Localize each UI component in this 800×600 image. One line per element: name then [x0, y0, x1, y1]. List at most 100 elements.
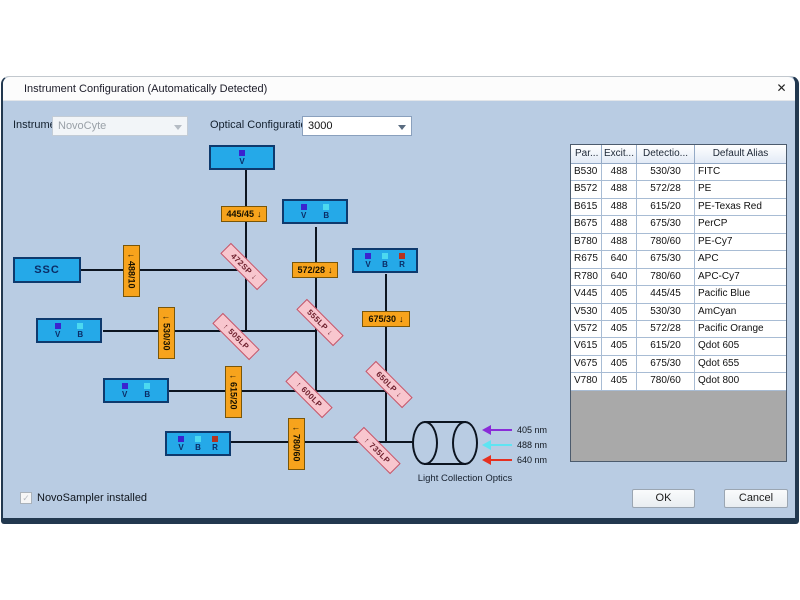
cell-parameter[interactable]: B675	[571, 216, 602, 233]
table-row[interactable]: V780 405 780/60 Qdot 800	[571, 373, 786, 391]
filter-530-30: ↓ 530/30	[158, 307, 175, 359]
cell-excitation[interactable]: 488	[602, 216, 637, 233]
channel-letter: B	[323, 210, 330, 220]
close-icon[interactable]: ✕	[776, 81, 787, 95]
cell-excitation[interactable]: 405	[602, 303, 637, 320]
blue-channel-icon	[144, 382, 151, 389]
header-default-alias[interactable]: Default Alias	[712, 148, 769, 159]
cell-default-alias[interactable]: PE-Texas Red	[698, 200, 762, 212]
cell-excitation[interactable]: 640	[602, 268, 637, 286]
table-row[interactable]: R675 640 675/30 APC	[571, 251, 786, 269]
table-row[interactable]: B615 488 615/20 PE-Texas Red	[571, 198, 786, 217]
cell-excitation[interactable]: 488	[602, 181, 637, 198]
cell-detection[interactable]: 675/30	[637, 216, 695, 233]
header-detection[interactable]: Detectio...	[637, 145, 695, 163]
cancel-button[interactable]: Cancel	[724, 489, 788, 508]
cell-detection[interactable]: 615/20	[637, 198, 695, 216]
cell-excitation[interactable]: 488	[602, 233, 637, 251]
cell-excitation[interactable]: 640	[602, 251, 637, 268]
cell-excitation[interactable]: 488	[602, 198, 637, 216]
cell-parameter[interactable]: V675	[571, 355, 602, 373]
cell-excitation[interactable]: 405	[602, 373, 637, 390]
cell-excitation[interactable]: 405	[602, 286, 637, 303]
optical-configuration-dropdown[interactable]: 3000	[302, 116, 412, 136]
parameter-table: Par... Excit... Detectio... Default Alia…	[570, 144, 787, 462]
cell-default-alias[interactable]: FITC	[698, 166, 721, 177]
cell-excitation[interactable]: 405	[602, 320, 637, 338]
filter-675-30: 675/30 ↓	[362, 311, 410, 327]
cell-default-alias[interactable]: PE-Cy7	[698, 235, 733, 247]
cell-default-alias[interactable]: PerCP	[698, 218, 728, 230]
down-arrow-icon: ↓	[328, 265, 333, 275]
cell-default-alias[interactable]: PE	[698, 183, 712, 195]
cell-detection[interactable]: 572/28	[637, 320, 695, 338]
left-arrow-icon	[482, 439, 512, 451]
table-row[interactable]: B780 488 780/60 PE-Cy7	[571, 233, 786, 252]
cell-parameter[interactable]: R675	[571, 251, 602, 268]
cell-parameter[interactable]: V615	[571, 338, 602, 355]
cell-excitation[interactable]: 405	[602, 355, 637, 373]
legend-405nm: 405 nm	[482, 424, 547, 436]
table-row[interactable]: V530 405 530/30 AmCyan	[571, 303, 786, 321]
cell-default-alias[interactable]: Pacific Blue	[698, 288, 751, 300]
cell-parameter[interactable]: V572	[571, 320, 602, 338]
cell-default-alias[interactable]: Qdot 800	[698, 375, 740, 387]
cell-default-alias[interactable]: APC-Cy7	[698, 270, 740, 282]
channel-letter: R	[399, 259, 405, 269]
cell-detection[interactable]: 780/60	[637, 373, 695, 390]
table-row[interactable]: R780 640 780/60 APC-Cy7	[571, 268, 786, 287]
cell-excitation[interactable]: 405	[602, 338, 637, 355]
violet-channel-icon	[300, 203, 307, 210]
header-parameter[interactable]: Par...	[571, 145, 602, 163]
cell-detection[interactable]: 780/60	[637, 233, 695, 251]
cell-default-alias[interactable]: Qdot 655	[698, 357, 740, 369]
ok-button[interactable]: OK	[632, 489, 695, 508]
red-channel-icon	[399, 252, 405, 259]
legend-640nm: 640 nm	[482, 454, 547, 466]
detector-v-top: V	[209, 145, 275, 170]
cell-parameter[interactable]: V445	[571, 286, 602, 303]
cell-excitation[interactable]: 488	[602, 164, 637, 181]
cell-parameter[interactable]: B572	[571, 181, 602, 198]
chevron-down-icon	[398, 125, 406, 130]
mirror-555lp: 555LP ↓	[296, 298, 344, 347]
table-row[interactable]: V615 405 615/20 Qdot 605	[571, 338, 786, 356]
cell-parameter[interactable]: V780	[571, 373, 602, 390]
cell-detection[interactable]: 572/28	[637, 181, 695, 198]
cell-detection[interactable]: 530/30	[637, 303, 695, 320]
cell-detection[interactable]: 530/30	[637, 164, 695, 181]
channel-letter: B	[382, 259, 388, 269]
cell-default-alias[interactable]: APC	[698, 253, 719, 265]
cell-detection[interactable]: 675/30	[637, 251, 695, 268]
beam-line-right-vertical	[385, 274, 387, 443]
mirror-735lp: ↑ 735LP	[353, 426, 401, 475]
cell-parameter[interactable]: R780	[571, 268, 602, 286]
cell-parameter[interactable]: V530	[571, 303, 602, 320]
ssc-label: SSC	[34, 264, 60, 276]
cell-detection[interactable]: 675/30	[637, 355, 695, 373]
cell-default-alias[interactable]: Qdot 605	[698, 340, 740, 352]
detector-vb-top: V B	[282, 199, 348, 224]
cell-detection[interactable]: 615/20	[637, 338, 695, 355]
table-row[interactable]: B675 488 675/30 PerCP	[571, 216, 786, 234]
cell-detection[interactable]: 780/60	[637, 268, 695, 286]
cell-parameter[interactable]: B615	[571, 198, 602, 216]
table-row[interactable]: B572 488 572/28 PE	[571, 181, 786, 199]
channel-letter: V	[121, 389, 128, 399]
table-row[interactable]: V572 405 572/28 Pacific Orange	[571, 320, 786, 339]
cell-default-alias[interactable]: AmCyan	[698, 305, 737, 317]
cell-parameter[interactable]: B780	[571, 233, 602, 251]
cell-detection[interactable]: 445/45	[637, 286, 695, 303]
cell-parameter[interactable]: B530	[571, 164, 602, 181]
table-row[interactable]: B530 488 530/30 FITC	[571, 164, 786, 182]
novosampler-checkbox[interactable]: ✓	[20, 492, 32, 504]
cell-default-alias[interactable]: Pacific Orange	[698, 322, 764, 334]
channel-letter: B	[77, 329, 84, 339]
table-row[interactable]: V675 405 675/30 Qdot 655	[571, 355, 786, 374]
blue-channel-icon	[323, 203, 330, 210]
header-excitation[interactable]: Excit...	[602, 145, 637, 163]
instrument-dropdown[interactable]: NovoCyte	[52, 116, 188, 136]
channel-letter: V	[178, 442, 184, 452]
table-row[interactable]: V445 405 445/45 Pacific Blue	[571, 286, 786, 304]
arrow-icon: ↓	[228, 374, 239, 379]
